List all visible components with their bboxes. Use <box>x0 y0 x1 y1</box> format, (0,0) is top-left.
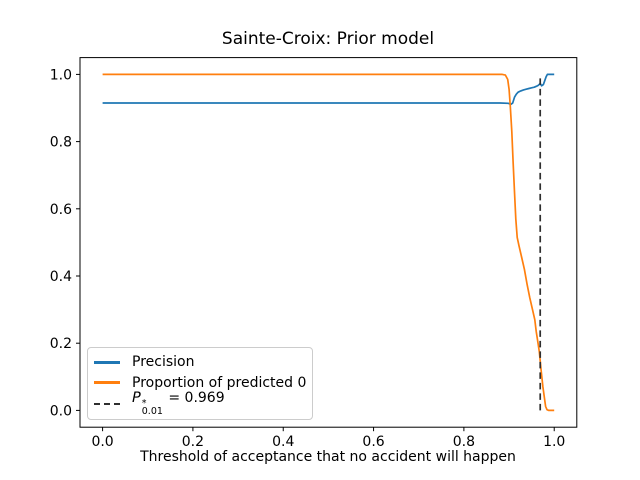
y-tick-label: 0.4 <box>50 269 72 285</box>
x-tick-label: 0.2 <box>182 434 204 450</box>
x-tick-label: 0.4 <box>272 434 294 450</box>
y-tick-label: 0.6 <box>50 202 72 218</box>
legend-dashed-line-swatch <box>94 402 120 406</box>
chart-title: Sainte-Croix: Prior model <box>221 29 435 49</box>
x-axis-label: Threshold of acceptance that no accident… <box>140 449 516 465</box>
x-tick-label: 1.0 <box>543 434 565 450</box>
y-tick-label: 0.8 <box>50 135 72 151</box>
legend-label: P * 0.01 = 0.969 <box>132 390 225 417</box>
legend-line-swatch <box>94 360 120 364</box>
x-tick-label: 0.6 <box>362 434 384 450</box>
legend-label: Precision <box>132 354 195 371</box>
legend-line-swatch <box>94 381 120 385</box>
y-tick-label: 0.0 <box>50 403 72 419</box>
x-tick-label: 0.8 <box>453 434 475 450</box>
plot-spines <box>79 57 578 428</box>
legend-item: P * 0.01 = 0.969 <box>94 390 304 417</box>
legend-label: Proportion of predicted 0 <box>132 374 307 391</box>
y-tick-label: 1.0 <box>50 67 72 83</box>
precision-line <box>102 73 555 106</box>
proportion-predicted-zero-line <box>102 73 555 412</box>
legend-item: Proportion of predicted 0 <box>94 373 307 394</box>
x-tick-label: 0.0 <box>91 434 113 450</box>
legend-box: Precision Proportion of predicted 0 P * 0.01… <box>87 347 313 420</box>
legend-item: Precision <box>94 352 304 373</box>
y-tick-label: 0.2 <box>50 336 72 352</box>
